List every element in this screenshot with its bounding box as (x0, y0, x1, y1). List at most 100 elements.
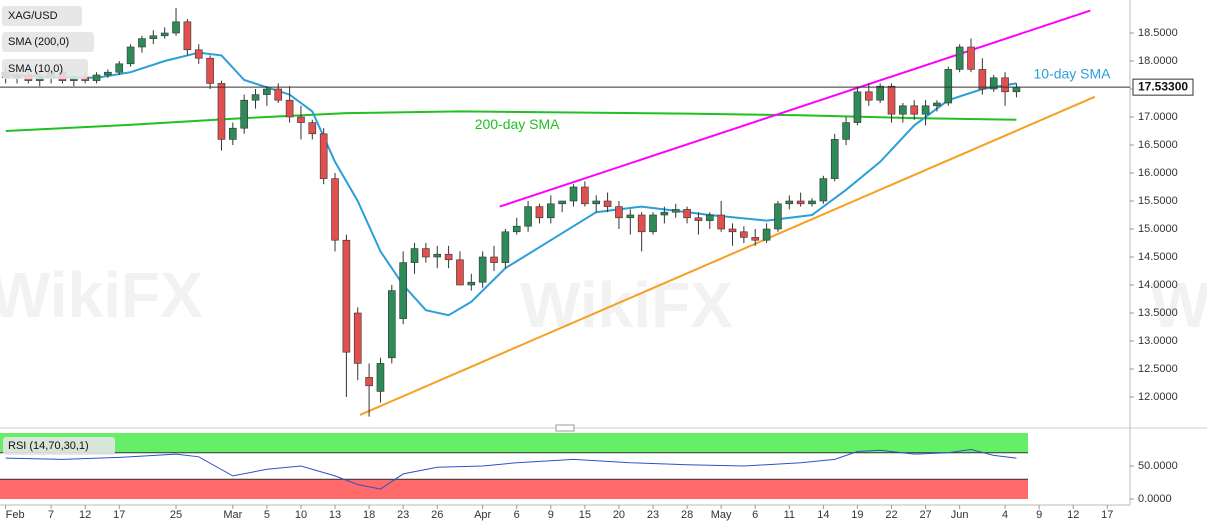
y-tick-label: 17.0000 (1138, 111, 1178, 123)
candle-body (206, 57, 214, 84)
candle-body (490, 256, 498, 263)
candle-body (229, 127, 237, 140)
candle-body (410, 248, 419, 263)
candle-body (649, 214, 657, 233)
candle-body (740, 231, 748, 238)
candle-body (422, 248, 430, 258)
candle-body (581, 186, 589, 205)
candle-body (444, 253, 453, 261)
candle-body (535, 206, 544, 219)
candle-body (138, 38, 146, 48)
y-tick-label: 14.5000 (1138, 251, 1178, 263)
x-tick-label: 25 (170, 509, 182, 521)
candle-body (342, 239, 351, 353)
candle-body (376, 363, 385, 392)
x-tick-label: 22 (885, 509, 897, 521)
candle-body (353, 312, 362, 364)
candle-body (694, 217, 703, 221)
candle-body (524, 206, 532, 227)
candle-body (547, 203, 555, 219)
candle-body (683, 209, 691, 219)
y-tick-label: 18.5000 (1138, 27, 1178, 39)
y-tick-label: 18.0000 (1138, 55, 1178, 67)
legend: XAG/USD SMA (200,0) SMA (10,0) (2, 6, 94, 79)
candle-body (592, 200, 601, 205)
y-tick-label: 50.0000 (1138, 460, 1178, 472)
candle-body (626, 214, 635, 219)
candle-body (478, 256, 487, 283)
candle-body (637, 214, 646, 233)
candle-body (989, 77, 998, 90)
x-tick-label: May (711, 509, 732, 521)
candle-body (433, 253, 442, 258)
candle-body (910, 105, 919, 115)
candle-body (728, 228, 737, 233)
legend-entry: SMA (200,0) (8, 36, 69, 48)
x-tick-label: 12 (79, 509, 91, 521)
marks: 12.0000 12.5000 13.0000 13.5000 14.0000 14.50… (0, 7, 1194, 521)
candle-body (115, 63, 124, 73)
rsi-label-box (3, 437, 115, 455)
candle-body (955, 46, 964, 70)
x-tick-label: 28 (681, 509, 693, 521)
candle-body (104, 71, 112, 76)
candle-body (308, 122, 317, 135)
candle-body (978, 69, 987, 90)
legend-entry: SMA (10,0) (8, 63, 63, 75)
candle-body (842, 122, 850, 140)
y-tick-label: 15.0000 (1138, 223, 1178, 235)
candle-body (274, 88, 283, 101)
candle-body (933, 102, 941, 107)
y-tick-label: 12.5000 (1138, 363, 1178, 375)
candle-body (774, 203, 782, 230)
x-tick-label: 15 (579, 509, 591, 521)
x-tick-label: 17 (1101, 509, 1113, 521)
candle-body (263, 88, 271, 95)
candle-body (853, 91, 862, 123)
x-tick-label: 12 (1067, 509, 1079, 521)
candle-body (762, 228, 771, 241)
candle-body (785, 200, 794, 205)
candle-body (467, 281, 476, 286)
x-tick-label: 13 (329, 509, 341, 521)
x-tick-label: 19 (851, 509, 863, 521)
candle-body (899, 105, 907, 115)
rsi-line (5, 448, 1017, 490)
watermark: WikiFX (0, 259, 203, 331)
candle-body (388, 290, 396, 359)
candle-body (751, 237, 760, 241)
candle-body (967, 46, 975, 70)
candle-body (365, 377, 373, 387)
x-tick-label: 7 (48, 509, 54, 521)
legend-title: XAG/USD (8, 10, 58, 22)
pane-handle[interactable] (555, 424, 575, 432)
x-tick-label: 17 (113, 509, 125, 521)
candle-body (92, 74, 101, 81)
x-tick-label: Feb (6, 509, 25, 521)
oversold-band (0, 479, 1028, 499)
candle-body (251, 94, 260, 101)
candle-body (864, 91, 873, 101)
x-tick-label: 10 (295, 509, 307, 521)
candle-body (558, 200, 566, 205)
candle-body (887, 85, 896, 115)
watermarks: WikiFX WikiFX WikiFX (0, 259, 1207, 341)
candle-body (399, 262, 407, 319)
candle-body (1012, 86, 1021, 93)
candle-body (808, 200, 816, 205)
y-tick-label: 12.0000 (1138, 391, 1178, 403)
x-tick-label: Mar (223, 509, 242, 521)
candle-body (671, 209, 680, 213)
annotation: 200-day SMA (475, 116, 560, 132)
x-tick-label: 23 (647, 509, 659, 521)
candle-body (501, 231, 510, 263)
candle-body (512, 225, 521, 233)
y-tick-label: 14.0000 (1138, 279, 1178, 291)
y-tick-label: 16.0000 (1138, 167, 1178, 179)
candle-body (569, 186, 578, 202)
candle-body (660, 211, 669, 216)
x-tick-label: 6 (514, 509, 520, 521)
last-price-box (1132, 78, 1194, 96)
candle-body (921, 105, 930, 115)
